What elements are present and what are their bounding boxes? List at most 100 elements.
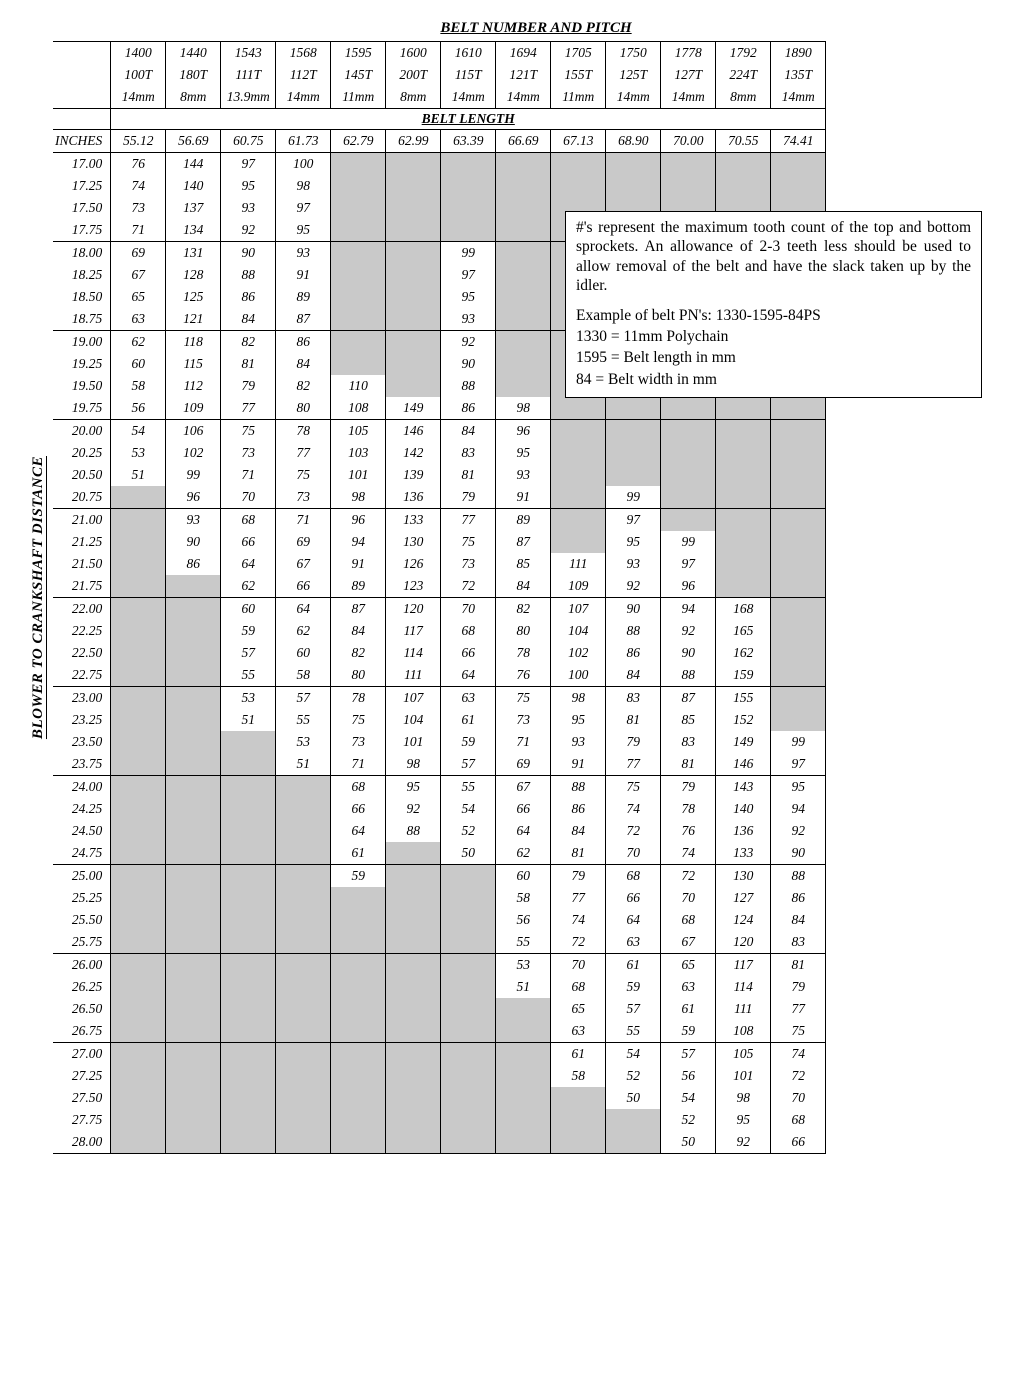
cell: 104 [551,620,606,642]
cell [716,575,771,598]
cell: 84 [771,909,826,931]
cell [276,1020,331,1043]
cell [496,308,551,331]
col-teeth-6: 115T [441,64,496,86]
cell [166,1109,221,1131]
cell: 100 [551,664,606,687]
cell: 73 [111,197,166,219]
col-teeth-3: 112T [276,64,331,86]
cell: 63 [606,931,661,954]
cell: 70 [771,1087,826,1109]
row-inches: 20.50 [53,464,111,486]
cell [496,375,551,397]
cell: 75 [221,420,276,443]
cell: 53 [111,442,166,464]
cell [221,1065,276,1087]
row-inches: 17.25 [53,175,111,197]
cell: 99 [166,464,221,486]
col-pitch-6: 14mm [441,86,496,109]
cell: 71 [111,219,166,242]
row-inches: 26.00 [53,954,111,977]
cell: 77 [276,442,331,464]
cell: 95 [441,286,496,308]
row-inches: 23.25 [53,709,111,731]
cell: 55 [496,931,551,954]
cell: 79 [441,486,496,509]
cell: 57 [606,998,661,1020]
col-pitch-1: 8mm [166,86,221,109]
row-inches: 27.00 [53,1043,111,1066]
cell: 69 [111,242,166,265]
cell [111,575,166,598]
cell [716,531,771,553]
cell: 65 [111,286,166,308]
cell [771,486,826,509]
cell: 97 [661,553,716,575]
cell: 98 [386,753,441,776]
cell [331,998,386,1020]
cell [276,1109,331,1131]
cell: 95 [276,219,331,242]
cell: 64 [221,553,276,575]
cell: 61 [661,998,716,1020]
cell [661,486,716,509]
cell: 64 [276,598,331,621]
cell [606,420,661,443]
cell [386,865,441,888]
cell: 53 [221,687,276,710]
cell: 86 [221,286,276,308]
cell [331,264,386,286]
col-length-6: 63.39 [441,130,496,153]
cell [386,286,441,308]
cell: 168 [716,598,771,621]
cell [166,731,221,753]
cell [386,1131,441,1154]
cell: 96 [331,509,386,532]
cell: 59 [606,976,661,998]
cell: 93 [166,509,221,532]
row-inches: 21.75 [53,575,111,598]
cell: 103 [331,442,386,464]
cell: 77 [606,753,661,776]
cell: 92 [716,1131,771,1154]
cell: 90 [661,642,716,664]
top-title: BELT NUMBER AND PITCH [78,20,994,37]
row-inches: 18.75 [53,308,111,331]
cell: 86 [276,331,331,354]
cell [276,954,331,977]
cell: 50 [441,842,496,865]
cell: 86 [441,397,496,420]
col-teeth-1: 180T [166,64,221,86]
cell: 92 [386,798,441,820]
cell [166,909,221,931]
cell [221,842,276,865]
cell [771,553,826,575]
cell [276,865,331,888]
cell [496,175,551,197]
cell: 77 [551,887,606,909]
cell: 84 [441,420,496,443]
cell: 70 [221,486,276,509]
cell: 53 [496,954,551,977]
cell [166,1131,221,1154]
cell [111,931,166,954]
col-length-1: 56.69 [166,130,221,153]
cell: 62 [276,620,331,642]
cell: 99 [606,486,661,509]
cell [166,798,221,820]
cell [111,509,166,532]
row-inches: 20.75 [53,486,111,509]
cell: 60 [111,353,166,375]
cell: 85 [661,709,716,731]
cell: 109 [551,575,606,598]
col-num-8: 1705 [551,42,606,65]
col-pitch-10: 14mm [661,86,716,109]
cell: 84 [496,575,551,598]
col-num-7: 1694 [496,42,551,65]
cell [166,954,221,977]
cell [331,954,386,977]
cell: 92 [606,575,661,598]
cell: 62 [496,842,551,865]
cell [551,531,606,553]
cell [111,486,166,509]
